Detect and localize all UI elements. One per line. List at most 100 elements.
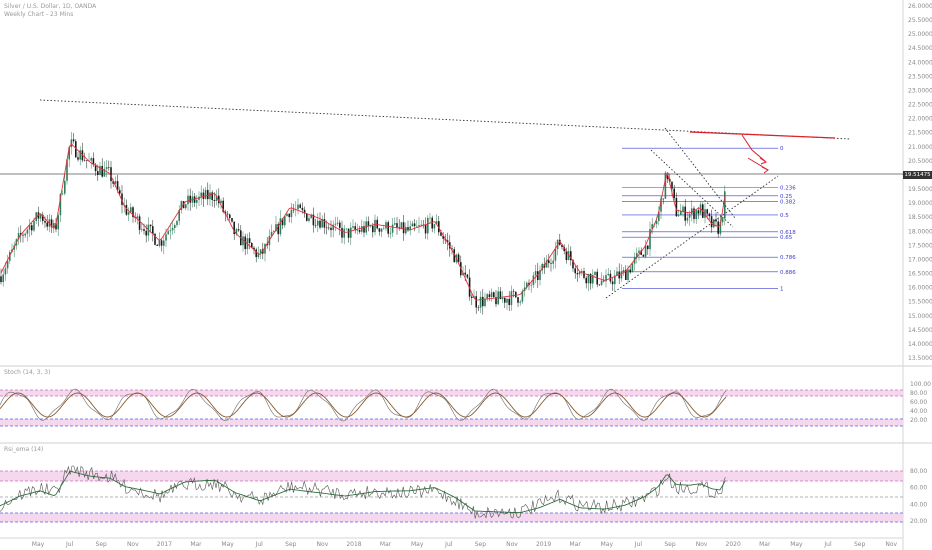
time-axis-label: Mar [759,541,771,548]
stoch-indicator-label[interactable]: Stoch (14, 3, 3) [4,369,51,376]
candle-body [413,223,416,227]
candle-body [229,214,231,219]
candle-body [383,228,385,230]
candle-body [158,240,161,246]
candle-body [387,222,389,234]
candle-body [75,141,77,158]
candle-body [506,298,508,303]
rsi-indicator-label[interactable]: Rsi_ema (14) [4,446,44,453]
candle-body [53,223,55,228]
time-axis-label: Sep [96,541,108,548]
candle-body [39,214,42,219]
time-axis-label: May [32,541,45,548]
candle-body [449,242,451,249]
time-axis-label: May [221,541,234,548]
candle-body [578,271,581,275]
candle-body [611,281,614,285]
candle-body [475,296,477,308]
candle-body [277,224,279,235]
rsi-line [0,465,726,519]
candle-body [165,234,167,241]
candle-body [605,275,607,282]
candle-body [477,307,480,309]
candle-body [625,269,627,281]
candle-body [86,160,88,161]
time-axis[interactable]: May Jul Sep Nov 2017 Mar May Jul Sep Nov 2018 Mar Ma… [32,541,898,548]
candle-body [669,179,671,182]
fib-level-label: 0.786 [780,255,796,261]
time-axis-label: Sep [664,541,676,548]
candle-body [369,225,372,227]
candle-body [616,271,618,276]
price-axis-label: 22.50000 [908,102,932,109]
chart-subtitle: Weekly Chart - 23 Mins [4,11,74,18]
candle-body [713,219,715,228]
candle-body [484,298,486,307]
candle-body [202,192,205,199]
rsi-axis[interactable]: 80.00 60.00 40.00 20.00 [910,468,927,525]
fib-level-label: 0.382 [780,199,796,205]
candle-body [545,260,548,268]
time-axis-label: Mar [570,541,582,548]
candle-body [442,235,444,239]
candle-body [691,208,693,215]
candle-body [116,181,119,191]
candle-body [424,224,427,234]
candle-body [352,226,354,228]
candle-body [134,217,136,218]
candle-body [710,216,713,228]
candle-body [539,270,541,281]
candle-body [411,223,414,227]
candle-body [101,166,103,177]
candle-body [389,232,392,234]
candle-body [114,181,117,184]
support-trendline[interactable] [605,175,779,299]
time-axis-label: Jul [634,541,643,548]
time-axis-label: Jul [65,541,74,548]
candle-body [530,284,532,286]
fib-level-label: 0.5 [780,213,789,219]
red-resistance-line[interactable] [689,131,836,139]
candle-body [187,195,189,205]
candle-body [651,224,653,230]
candle-body [42,214,44,221]
stoch-axis-label: 20.00 [910,417,927,424]
candle-body [196,199,198,203]
candle-body [721,218,724,223]
candle-body [2,274,4,283]
candle-body [440,232,442,236]
price-axis-label: 15.00000 [908,313,932,320]
candle-body [306,213,308,221]
channel-upper-trendline[interactable] [664,127,736,219]
candle-body [99,166,101,176]
candle-body [453,249,455,263]
price-axis-label: 25.50000 [908,17,932,24]
time-axis-label: May [601,541,614,548]
candle-body [72,139,75,142]
fib-level-label: 0.618 [780,230,796,236]
candle-body [152,226,154,234]
channel-lower-trendline[interactable] [650,149,734,228]
price-axis-label: 21.50000 [908,130,932,137]
candle-body [420,224,422,226]
candle-body [418,225,420,227]
fib-level-label: 0 [780,146,784,152]
time-axis-label: 2019 [536,541,551,548]
candle-body [334,223,337,225]
candle-body [358,230,361,232]
candle-body [259,249,262,254]
candle-body [156,244,158,246]
candle-body [251,242,253,248]
price-axis-label: 24.00000 [908,59,932,66]
time-axis-label: Sep [285,541,297,548]
candle-body [178,209,180,221]
price-axis-label: 15.50000 [908,299,932,306]
price-axis-label: 16.00000 [908,285,932,292]
price-axis[interactable]: 26.00000 25.50000 25.00000 24.50000 24.00000… [908,3,932,362]
candle-body [281,218,284,226]
candle-body [226,213,229,215]
projection-arrow[interactable] [741,134,767,163]
stoch-axis[interactable]: 100.00 80.00 60.00 40.00 20.00 [910,381,931,424]
